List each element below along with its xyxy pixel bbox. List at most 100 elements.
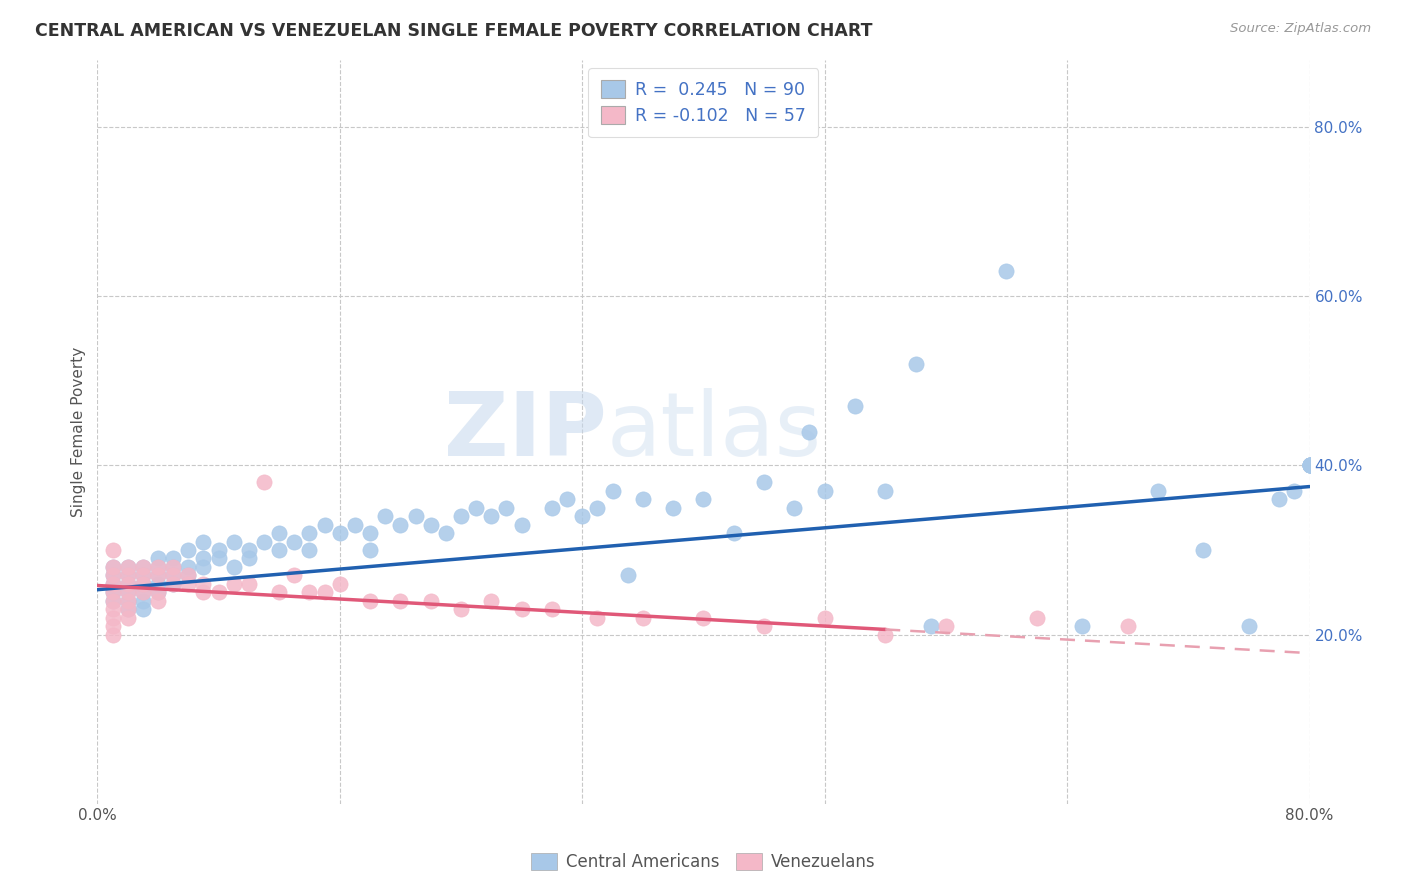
Point [631, 492, 654, 507]
Point [162, 560, 184, 574]
Point [193, 585, 215, 599]
Legend: R =  0.245   N = 90, R = -0.102   N = 57: R = 0.245 N = 90, R = -0.102 N = 57 [589, 69, 818, 137]
Point [101, 568, 124, 582]
Point [177, 543, 200, 558]
Point [101, 543, 124, 558]
Point [844, 399, 866, 413]
Point [117, 560, 139, 574]
Point [602, 483, 624, 498]
Point [101, 627, 124, 641]
Text: atlas: atlas [606, 388, 821, 475]
Point [329, 576, 352, 591]
Point [662, 500, 685, 515]
Point [146, 560, 169, 574]
Point [222, 560, 245, 574]
Point [419, 517, 441, 532]
Point [359, 526, 381, 541]
Point [132, 593, 155, 607]
Point [193, 576, 215, 591]
Point [146, 593, 169, 607]
Point [314, 585, 336, 599]
Point [283, 568, 305, 582]
Point [146, 568, 169, 582]
Point [238, 551, 260, 566]
Point [117, 576, 139, 591]
Point [193, 551, 215, 566]
Point [631, 610, 654, 624]
Point [146, 576, 169, 591]
Point [132, 576, 155, 591]
Point [571, 509, 593, 524]
Point [1147, 483, 1170, 498]
Point [117, 560, 139, 574]
Point [359, 593, 381, 607]
Point [935, 619, 957, 633]
Point [586, 610, 609, 624]
Point [117, 593, 139, 607]
Point [479, 593, 502, 607]
Point [132, 585, 155, 599]
Point [1298, 458, 1320, 473]
Point [283, 534, 305, 549]
Point [177, 568, 200, 582]
Point [1071, 619, 1094, 633]
Point [269, 585, 291, 599]
Point [692, 492, 714, 507]
Point [177, 560, 200, 574]
Point [101, 560, 124, 574]
Text: ZIP: ZIP [444, 388, 606, 475]
Point [101, 576, 124, 591]
Point [343, 517, 366, 532]
Point [146, 585, 169, 599]
Point [405, 509, 427, 524]
Point [117, 593, 139, 607]
Point [1298, 458, 1320, 473]
Point [146, 568, 169, 582]
Point [434, 526, 457, 541]
Point [875, 483, 897, 498]
Point [132, 560, 155, 574]
Point [132, 585, 155, 599]
Point [298, 585, 321, 599]
Point [875, 627, 897, 641]
Point [814, 610, 837, 624]
Point [177, 576, 200, 591]
Point [117, 585, 139, 599]
Point [814, 483, 837, 498]
Point [238, 576, 260, 591]
Point [132, 602, 155, 616]
Point [586, 500, 609, 515]
Point [479, 509, 502, 524]
Point [389, 517, 412, 532]
Point [117, 576, 139, 591]
Point [177, 568, 200, 582]
Text: CENTRAL AMERICAN VS VENEZUELAN SINGLE FEMALE POVERTY CORRELATION CHART: CENTRAL AMERICAN VS VENEZUELAN SINGLE FE… [35, 22, 873, 40]
Point [162, 576, 184, 591]
Point [101, 593, 124, 607]
Point [783, 500, 806, 515]
Point [117, 585, 139, 599]
Point [616, 568, 638, 582]
Point [541, 500, 564, 515]
Point [162, 560, 184, 574]
Point [253, 475, 276, 490]
Point [101, 593, 124, 607]
Point [510, 602, 533, 616]
Point [1298, 458, 1320, 473]
Point [132, 568, 155, 582]
Point [510, 517, 533, 532]
Point [298, 526, 321, 541]
Point [162, 568, 184, 582]
Point [920, 619, 942, 633]
Point [269, 543, 291, 558]
Point [222, 576, 245, 591]
Point [222, 534, 245, 549]
Point [162, 551, 184, 566]
Point [465, 500, 488, 515]
Point [101, 602, 124, 616]
Point [253, 534, 276, 549]
Point [146, 585, 169, 599]
Point [314, 517, 336, 532]
Point [1237, 619, 1260, 633]
Point [419, 593, 441, 607]
